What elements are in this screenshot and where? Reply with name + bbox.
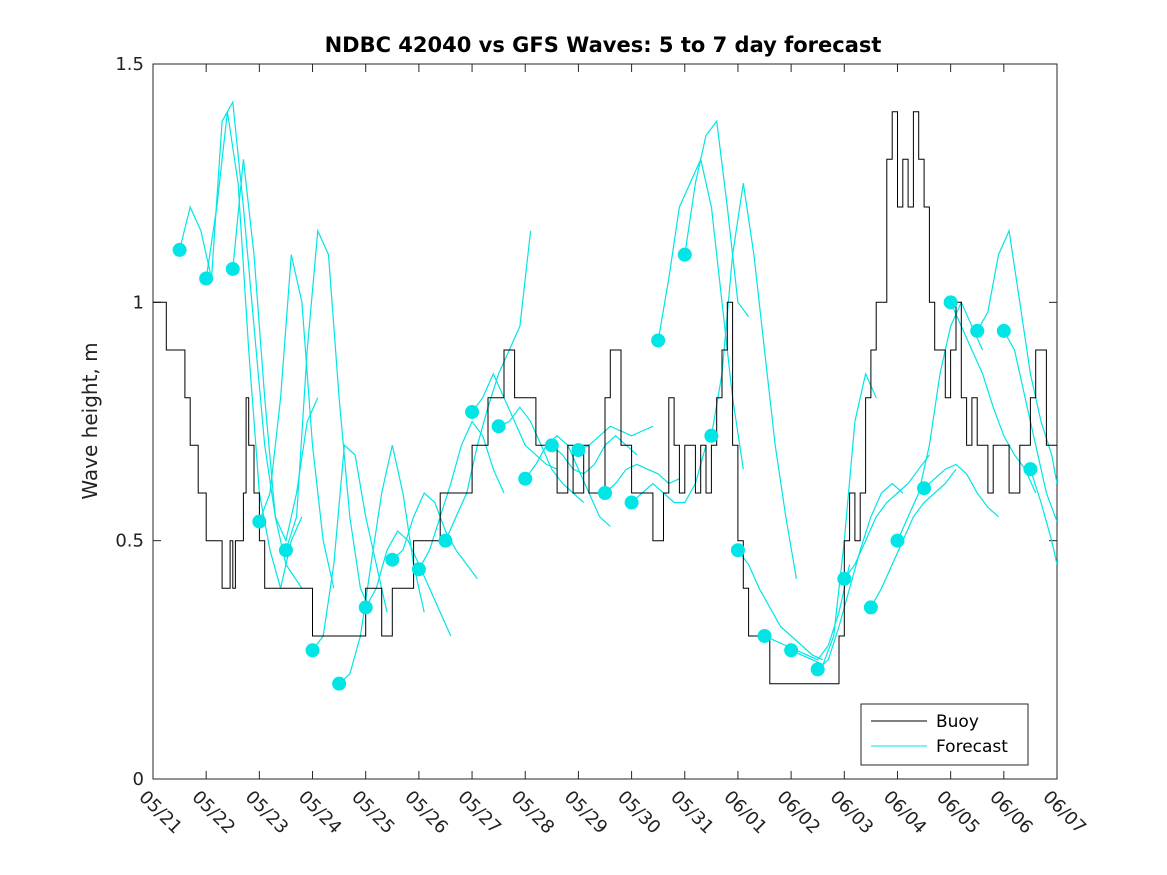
forecast-line	[631, 445, 707, 504]
y-tick-label: 0	[133, 769, 144, 790]
x-tick-label: 06/04	[879, 787, 931, 839]
forecast-line	[896, 300, 984, 541]
legend-label-forecast: Forecast	[936, 737, 1008, 757]
forecast-marker	[518, 471, 533, 486]
forecast-marker	[996, 323, 1011, 338]
forecast-marker	[571, 443, 586, 458]
forecast-marker	[411, 562, 426, 577]
forecast-line	[285, 228, 372, 613]
x-tick-label: 06/03	[826, 787, 878, 839]
forecast-marker	[943, 295, 958, 310]
forecast-marker	[252, 514, 267, 529]
forecast-line	[976, 228, 1057, 484]
x-tick-label: 05/28	[507, 787, 559, 839]
y-axis-label: Wave height, m	[78, 342, 102, 499]
forecast-marker	[225, 261, 240, 276]
x-tick-label: 05/29	[560, 787, 612, 839]
forecast-line	[232, 159, 319, 543]
forecast-marker	[651, 333, 666, 348]
forecast-marker	[1023, 462, 1038, 477]
forecast-line	[817, 482, 904, 670]
forecast-line	[1029, 469, 1057, 565]
forecast-marker	[757, 629, 772, 643]
forecast-marker	[624, 495, 639, 510]
x-tick-label: 05/24	[294, 787, 346, 839]
chart-title: NDBC 42040 vs GFS Waves: 5 to 7 day fore…	[325, 33, 882, 57]
forecast-line	[684, 119, 750, 317]
forecast-line	[258, 254, 335, 589]
forecast-line	[657, 157, 744, 470]
forecast-line	[950, 302, 1037, 494]
forecast-line	[365, 530, 452, 637]
x-tick-label: 05/25	[347, 787, 399, 839]
forecast-marker	[677, 247, 692, 262]
forecast-marker	[544, 438, 559, 453]
forecast-marker	[730, 543, 745, 558]
y-tick-label: 1.5	[115, 54, 144, 75]
x-tick-label: 05/23	[241, 787, 293, 839]
forecast-line	[578, 425, 654, 451]
x-tick-label: 06/07	[1038, 787, 1090, 839]
x-tick-label: 05/26	[400, 787, 452, 839]
forecast-line	[471, 372, 558, 470]
forecast-marker	[890, 533, 905, 548]
forecast-line	[710, 183, 797, 579]
forecast-marker	[491, 419, 506, 434]
forecast-marker	[837, 571, 852, 586]
legend-label-buoy: Buoy	[936, 712, 979, 732]
legend: Buoy Forecast	[860, 703, 1029, 766]
legend-box	[860, 703, 1029, 766]
forecast-marker	[199, 271, 214, 286]
forecast-marker	[970, 323, 985, 338]
x-tick-label: 06/06	[985, 787, 1037, 839]
forecast-marker	[784, 643, 799, 658]
forecast-marker	[385, 552, 400, 567]
forecast-line	[205, 111, 303, 589]
forecast-marker	[358, 600, 373, 615]
x-tick-label: 06/01	[719, 787, 771, 839]
x-tick-label: 05/27	[454, 787, 506, 839]
y-tick-label: 1	[133, 292, 144, 313]
x-tick-label: 05/21	[134, 787, 186, 839]
x-tick-label: 06/02	[773, 787, 825, 839]
y-tick-label: 0.5	[115, 531, 144, 552]
forecast-line	[179, 100, 303, 589]
x-tick-label: 05/22	[188, 787, 240, 839]
forecast-marker	[465, 404, 480, 419]
forecast-line	[312, 444, 388, 651]
forecast-line	[338, 445, 425, 685]
forecast-line	[843, 454, 930, 580]
forecast-marker	[278, 543, 293, 558]
forecast-line	[604, 463, 680, 494]
forecast-marker	[704, 428, 719, 443]
forecast-marker	[172, 242, 187, 257]
forecast-marker	[438, 533, 453, 548]
forecast-line	[391, 492, 478, 580]
x-tick-label: 06/05	[932, 787, 984, 839]
forecast-marker	[305, 643, 320, 658]
forecast-line	[790, 371, 877, 666]
forecast-line	[870, 468, 957, 608]
x-tick-label: 05/30	[613, 787, 665, 839]
forecast-line	[551, 434, 638, 475]
data-layer	[153, 100, 1057, 691]
forecast-marker	[332, 676, 347, 691]
forecast-marker	[810, 662, 825, 677]
forecast-line	[737, 549, 824, 661]
forecast-marker	[917, 481, 932, 496]
axes-frame	[152, 63, 1058, 780]
forecast-line	[418, 420, 505, 570]
forecast-line	[923, 463, 999, 518]
buoy-line	[153, 111, 1057, 685]
forecast-marker	[863, 600, 878, 615]
x-tick-label: 05/31	[666, 787, 718, 839]
forecast-marker	[598, 486, 612, 500]
